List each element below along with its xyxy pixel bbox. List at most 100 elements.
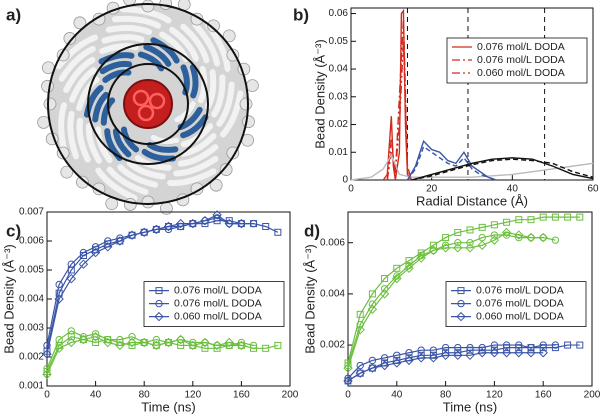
- marker: [539, 213, 547, 221]
- x-tick-label: 0: [348, 184, 354, 195]
- head-bead: [242, 115, 255, 129]
- y-axis-title: Bead Density (Å⁻³): [302, 244, 317, 353]
- chain: [58, 45, 96, 82]
- y-tick-label: 0.003: [19, 323, 44, 334]
- chain: [67, 110, 80, 160]
- marker: [237, 338, 246, 347]
- marker: [379, 289, 390, 299]
- marker: [356, 369, 364, 377]
- legend-label: 0.076 mol/L DODA: [174, 284, 262, 296]
- marker: [139, 337, 149, 348]
- marker: [188, 340, 198, 351]
- head-bead: [222, 29, 236, 43]
- marker: [477, 348, 487, 358]
- marker: [152, 335, 161, 344]
- marker: [344, 361, 352, 370]
- chain: [204, 69, 217, 110]
- panel-label: d): [304, 221, 320, 240]
- marker: [368, 290, 376, 298]
- marker: [274, 228, 282, 236]
- marker: [236, 340, 247, 351]
- panel-label: b): [293, 5, 309, 24]
- y-tick-label: 0: [342, 175, 348, 186]
- chain: [69, 67, 97, 103]
- chain: [85, 123, 102, 164]
- marker: [249, 219, 258, 228]
- marker: [538, 232, 548, 243]
- chain: [143, 44, 172, 67]
- series-line: [347, 352, 544, 382]
- legend-marker: [456, 311, 466, 322]
- marker: [274, 341, 282, 349]
- y-tick-label: 0.01: [329, 147, 349, 158]
- series-line: [347, 216, 580, 364]
- marker: [527, 343, 535, 352]
- marker: [478, 223, 486, 231]
- chain: [173, 156, 219, 177]
- marker: [576, 213, 584, 221]
- series-line: [46, 336, 242, 375]
- marker: [127, 337, 137, 348]
- ring-middle: [87, 43, 209, 165]
- marker: [356, 310, 364, 318]
- marker: [514, 230, 524, 240]
- series-line: [411, 158, 594, 181]
- y-axis-title: Bead Density (Å⁻³): [1, 244, 16, 353]
- chain: [180, 114, 209, 139]
- chain: [111, 15, 162, 29]
- marker: [465, 350, 475, 361]
- marker: [344, 359, 352, 367]
- molecule-image: [37, 0, 259, 215]
- head-bead: [239, 97, 253, 111]
- head-bead: [41, 79, 54, 93]
- marker: [514, 348, 524, 358]
- x-axis-title: Radial Distance (Å): [416, 193, 528, 208]
- x-tick-label: 40: [391, 390, 403, 401]
- head-bead: [219, 163, 233, 176]
- marker: [55, 335, 63, 344]
- marker: [54, 294, 64, 304]
- marker: [501, 348, 512, 358]
- y-tick-label: 0.005: [19, 265, 44, 276]
- x-tick-label: 0: [44, 390, 50, 401]
- marker: [428, 245, 439, 256]
- marker: [538, 348, 548, 358]
- chain: [134, 155, 172, 171]
- marker: [454, 239, 462, 247]
- y-tick-label: 0.006: [320, 237, 345, 248]
- marker: [442, 234, 450, 242]
- marker: [526, 232, 536, 243]
- chain: [102, 69, 132, 83]
- chain: [189, 64, 199, 99]
- head-bead: [63, 32, 77, 45]
- chain: [101, 34, 145, 44]
- marker: [67, 327, 76, 335]
- marker: [54, 343, 64, 354]
- marker: [355, 368, 365, 378]
- marker: [429, 246, 438, 255]
- head-bead: [207, 19, 220, 33]
- head-bead: [141, 195, 155, 209]
- chain: [112, 128, 132, 158]
- x-tick-label: 160: [535, 390, 552, 401]
- legend-marker: [457, 299, 465, 308]
- marker: [188, 218, 198, 229]
- marker: [381, 275, 389, 283]
- marker: [67, 260, 76, 268]
- y-tick-label: 0.004: [19, 294, 44, 305]
- marker: [128, 231, 136, 239]
- marker: [115, 236, 125, 246]
- chain: [76, 117, 91, 163]
- marker: [428, 353, 439, 363]
- marker: [79, 248, 88, 257]
- chain: [211, 74, 226, 118]
- marker: [66, 337, 77, 348]
- chain: [167, 168, 217, 187]
- marker: [212, 340, 222, 351]
- x-tick-label: 80: [139, 390, 151, 401]
- marker: [416, 253, 426, 263]
- marker: [78, 259, 89, 269]
- chain: [95, 167, 138, 202]
- y-tick-label: 0.002: [19, 352, 44, 363]
- head-bead: [160, 201, 173, 215]
